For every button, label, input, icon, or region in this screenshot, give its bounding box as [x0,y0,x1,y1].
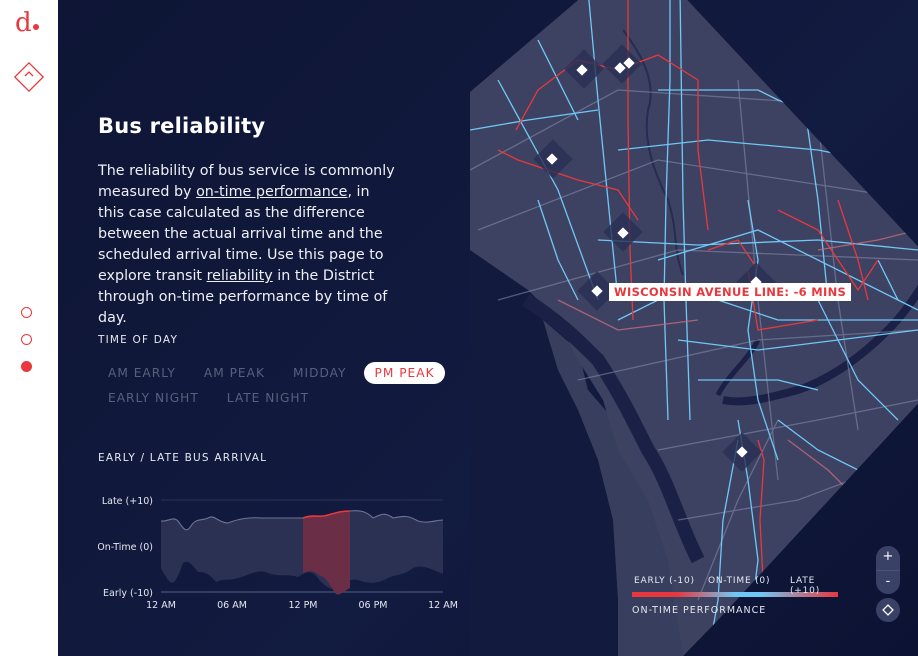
legend-title: ON-TIME PERFORMANCE [632,605,767,616]
y-tick-late: Late (+10) [102,496,153,507]
arrival-chart[interactable]: Late (+10) On-Time (0) Early (-10) 12 AM… [97,488,488,618]
stop-markers [533,44,776,472]
x-tick-1: 06 AM [217,600,247,611]
home-button[interactable] [12,60,46,94]
logo[interactable]: d [15,10,39,36]
main-content: WISCONSIN AVENUE LINE: -6 MINS Bus relia… [58,0,918,656]
chip-early-night[interactable]: EARLY NIGHT [108,391,199,405]
diamond-icon [882,604,894,616]
time-of-day-label: TIME OF DAY [98,334,179,346]
time-of-day-selector: AM EARLY AM PEAK MIDDAY PM PEAK EARLY NIGHT L… [98,362,458,412]
x-tick-4: 12 AM [428,600,458,611]
description: The reliability of bus service is common… [98,163,395,326]
sidebar: d [0,0,58,656]
chip-midday[interactable]: MIDDAY [292,366,347,380]
map-legend: EARLY (-10) ON-TIME (0) LATE (+10) ON-TI… [632,576,840,616]
reliability-link[interactable]: reliability [206,268,273,284]
chip-late-night[interactable]: LATE NIGHT [226,391,310,405]
logo-dot [32,24,39,30]
chart-title: EARLY / LATE BUS ARRIVAL [98,452,268,464]
on-time-performance-link[interactable]: on-time performance [196,184,348,200]
chip-am-peak[interactable]: AM PEAK [203,366,265,380]
y-tick-ontime: On-Time (0) [98,542,153,553]
reset-view-button[interactable] [876,598,900,622]
legend-late: LATE (+10) [790,576,821,596]
page-dot-2[interactable] [21,334,32,345]
page-indicator [21,307,32,388]
page-title: Bus reliability [98,114,266,138]
y-tick-early: Early (-10) [103,588,153,599]
logo-text: d [15,8,32,38]
page-dot-1[interactable] [21,307,32,318]
legend-on-time: ON-TIME (0) [708,576,771,586]
page-dot-3-active[interactable] [21,361,32,372]
route-tooltip: WISCONSIN AVENUE LINE: -6 MINS [609,283,852,301]
zoom-out-button[interactable]: - [876,570,900,594]
x-tick-2: 12 PM [288,600,317,611]
x-tick-0: 12 AM [146,600,176,611]
diamond-chevron-up-icon [13,61,45,93]
zoom-in-button[interactable]: + [882,549,894,564]
zoom-controls: + - [876,546,900,594]
chip-am-early[interactable]: AM EARLY [108,366,176,380]
x-tick-3: 06 PM [358,600,387,611]
legend-early: EARLY (-10) [634,576,695,586]
chip-pm-peak[interactable]: PM PEAK [364,362,445,384]
legend-gradient-bar [632,592,838,597]
bus-route-map[interactable] [58,0,918,656]
